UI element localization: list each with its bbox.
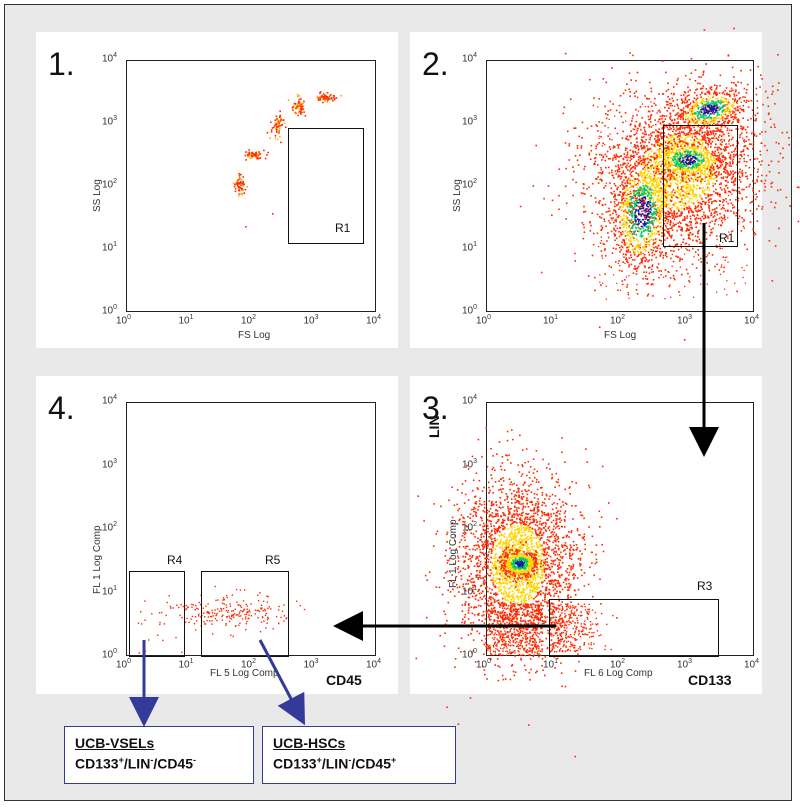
y-tick-label: 104: [102, 52, 118, 65]
result-box-vsels: UCB-VSELs CD133+/LIN-/CD45-: [64, 726, 254, 784]
x-tick-label: 101: [178, 658, 194, 671]
panel-number: 1.: [48, 46, 75, 82]
y-tick-label: 102: [102, 178, 118, 191]
y-tick-label: 101: [102, 241, 118, 254]
y-tick-label: 101: [462, 584, 478, 597]
x-tick-label: 100: [476, 658, 492, 671]
y-tick-label: 103: [102, 457, 118, 470]
gate-r5: [201, 571, 289, 657]
y-tick-label: 102: [462, 178, 478, 191]
result-markers: CD133+/LIN-/CD45+: [273, 755, 397, 772]
y-tick-label: 104: [102, 394, 118, 407]
panel-number: 4.: [48, 390, 75, 426]
x-axis-label: FL 6 Log Comp: [584, 668, 653, 679]
x-tick-label: 102: [241, 314, 257, 327]
x-axis-label: FS Log: [238, 330, 271, 341]
gate-r3: [549, 599, 719, 657]
x-tick-label: 103: [303, 658, 319, 671]
gate-r4: [129, 571, 185, 657]
y-tick-label: 100: [102, 648, 118, 661]
y-tick-label: 101: [462, 241, 478, 254]
y-tick-label: 104: [462, 394, 478, 407]
y-tick-label: 104: [462, 52, 478, 65]
y-tick-label: 102: [462, 521, 478, 534]
x-tick-label: 101: [543, 314, 559, 327]
x-axis-label: FL 5 Log Comp: [210, 668, 279, 679]
x-tick-label: 103: [303, 314, 319, 327]
panel-2: 2. R1 SS Log FS Log 100 100 101 101 102 102 10…: [410, 27, 800, 348]
result-markers: CD133+/LIN-/CD45-: [75, 755, 196, 772]
gate-label-r1: R1: [719, 231, 735, 245]
arrow-r5-to-hscs: [258, 639, 306, 726]
x-tick-label: 103: [677, 658, 693, 671]
scatter-svg: [415, 427, 618, 758]
result-title: UCB-HSCs: [273, 735, 346, 751]
scatter-svg: [519, 27, 800, 341]
axis-label-cd45: CD45: [326, 672, 362, 688]
y-tick-label: 103: [462, 115, 478, 128]
gate-r1: [288, 128, 364, 244]
panel-3: 3. R3 LIN FL 1 Log Comp FL 6 Log Comp CD…: [410, 376, 762, 758]
y-tick-label: 100: [102, 304, 118, 317]
result-box-hscs: UCB-HSCs CD133+/LIN-/CD45+: [262, 726, 456, 784]
y-tick-label: 100: [462, 304, 478, 317]
x-tick-label: 104: [744, 314, 760, 327]
plot-area: R1: [486, 27, 800, 341]
x-tick-label: 102: [241, 658, 257, 671]
x-tick-label: 100: [116, 314, 132, 327]
y-tick-label: 103: [102, 115, 118, 128]
x-tick-label: 100: [476, 314, 492, 327]
axis-label-cd133: CD133: [688, 672, 732, 688]
panel-number: 2.: [422, 46, 449, 82]
y-tick-label: 100: [462, 648, 478, 661]
x-tick-label: 100: [116, 658, 132, 671]
gate-r1: [663, 125, 738, 247]
scatter-svg: [232, 90, 342, 228]
plot-area: R1: [126, 60, 376, 312]
x-tick-label: 104: [744, 658, 760, 671]
gate-label-r5: R5: [265, 553, 281, 567]
y-tick-label: 102: [102, 521, 118, 534]
x-tick-label: 103: [677, 314, 693, 327]
result-title: UCB-VSELs: [75, 735, 155, 751]
x-tick-label: 104: [366, 314, 382, 327]
x-axis-label: FS Log: [604, 330, 637, 341]
x-tick-label: 101: [178, 314, 194, 327]
gate-label-r4: R4: [167, 553, 183, 567]
gate-label-r3: R3: [697, 579, 713, 593]
y-tick-label: 103: [462, 457, 478, 470]
panel-number: 3.: [422, 390, 449, 426]
x-tick-label: 102: [610, 314, 626, 327]
plot-area: R3: [415, 402, 754, 758]
y-tick-label: 101: [102, 584, 118, 597]
gate-label-r1: R1: [335, 221, 351, 235]
x-tick-label: 102: [610, 658, 626, 671]
panel-1: 1. R1 SS Log FS Log 100 100 101 101 102 102 10…: [36, 32, 398, 348]
x-tick-label: 101: [543, 658, 559, 671]
scatter-svg: [137, 585, 306, 654]
x-tick-label: 104: [366, 658, 382, 671]
